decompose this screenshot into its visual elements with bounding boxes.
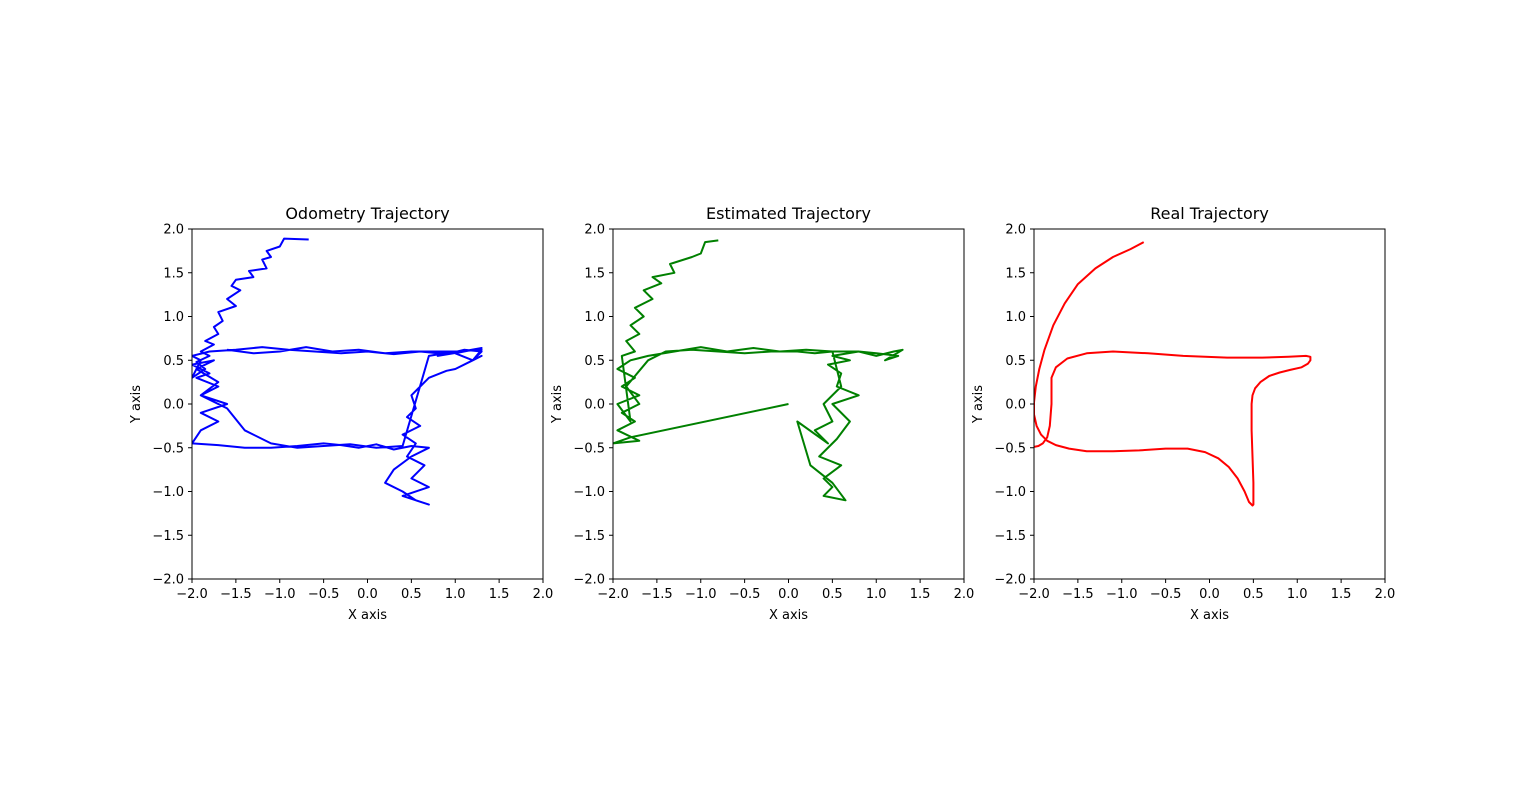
y-tick-label: 1.5 xyxy=(584,266,605,281)
real-trajectory-panel: −2.0 −1.5 −1.0 −0.5 0.0 0.5 1.0 1.5 2.0−2.0−1.5−… xyxy=(971,204,1395,623)
x-tick-label: 0.5 xyxy=(401,587,422,602)
trajectory-line-0 xyxy=(1034,241,1312,507)
x-tick-label: 1.5 xyxy=(1331,587,1352,602)
y-tick-label: −2.0 xyxy=(152,573,184,588)
trajectory-line-0 xyxy=(613,239,904,502)
y-tick-label: 1.5 xyxy=(1005,266,1026,281)
y-tick-label: −0.5 xyxy=(994,441,1026,456)
x-axis-label: X axis xyxy=(1190,608,1229,623)
x-tick-label: 0.0 xyxy=(778,587,799,602)
y-axis-label: Y axis xyxy=(129,385,144,424)
y-tick-label: 1.5 xyxy=(163,266,184,281)
x-tick-label: 1.5 xyxy=(489,587,510,602)
y-tick-label: −1.5 xyxy=(994,529,1026,544)
x-tick-label: 1.0 xyxy=(866,587,887,602)
y-tick-label: 0.0 xyxy=(584,398,605,413)
y-tick-label: −2.0 xyxy=(994,573,1026,588)
x-tick-label: 0.0 xyxy=(1199,587,1220,602)
y-tick-label: −1.0 xyxy=(994,485,1026,500)
y-axis-label: Y axis xyxy=(550,385,565,424)
x-tick-label: −1.0 xyxy=(264,587,296,602)
odometry-trajectory-panel: −2.0 −1.5 −1.0 −0.5 0.0 0.5 1.0 1.5 2.0−2.0−1.5−… xyxy=(129,204,553,623)
y-tick-label: 0.5 xyxy=(1005,354,1026,369)
x-tick-label: 1.0 xyxy=(1287,587,1308,602)
axes-frame xyxy=(1033,228,1386,580)
y-tick-label: −2.0 xyxy=(573,573,605,588)
x-axis-label: X axis xyxy=(769,608,808,623)
y-tick-label: 2.0 xyxy=(584,223,605,238)
y-axis-label: Y axis xyxy=(971,385,986,424)
x-tick-label: 2.0 xyxy=(533,587,554,602)
y-tick-label: 0.0 xyxy=(163,398,184,413)
y-tick-label: −0.5 xyxy=(152,441,184,456)
x-tick-label: 0.0 xyxy=(357,587,378,602)
y-tick-label: 0.5 xyxy=(163,354,184,369)
chart-title: Real Trajectory xyxy=(1150,204,1269,223)
trajectory-line-0 xyxy=(192,237,483,506)
x-tick-label: −0.5 xyxy=(1150,587,1182,602)
x-tick-label: −0.5 xyxy=(729,587,761,602)
y-tick-label: −1.0 xyxy=(573,485,605,500)
y-tick-label: −1.5 xyxy=(573,529,605,544)
x-tick-label: 1.5 xyxy=(910,587,931,602)
y-tick-label: −1.5 xyxy=(152,529,184,544)
x-tick-label: 1.0 xyxy=(445,587,466,602)
x-tick-label: 0.5 xyxy=(822,587,843,602)
y-tick-label: 2.0 xyxy=(1005,223,1026,238)
y-tick-label: 1.0 xyxy=(163,310,184,325)
y-tick-label: 2.0 xyxy=(163,223,184,238)
axes-frame xyxy=(191,228,544,580)
x-tick-label: −1.0 xyxy=(685,587,717,602)
estimated-trajectory-panel: −2.0 −1.5 −1.0 −0.5 0.0 0.5 1.0 1.5 2.0−2.0−1.5−… xyxy=(550,204,974,623)
x-tick-label: −2.0 xyxy=(597,587,629,602)
y-tick-label: 0.5 xyxy=(584,354,605,369)
x-tick-label: −1.5 xyxy=(220,587,252,602)
x-tick-label: −1.0 xyxy=(1106,587,1138,602)
y-tick-label: 0.0 xyxy=(1005,398,1026,413)
x-tick-label: −2.0 xyxy=(1018,587,1050,602)
y-tick-label: −0.5 xyxy=(573,441,605,456)
x-tick-label: 0.5 xyxy=(1243,587,1264,602)
x-tick-label: 2.0 xyxy=(1375,587,1396,602)
x-tick-label: −1.5 xyxy=(641,587,673,602)
x-tick-label: −0.5 xyxy=(308,587,340,602)
chart-title: Odometry Trajectory xyxy=(285,204,449,223)
y-tick-label: 1.0 xyxy=(1005,310,1026,325)
x-axis-label: X axis xyxy=(348,608,387,623)
chart-title: Estimated Trajectory xyxy=(706,204,871,223)
x-tick-label: −2.0 xyxy=(176,587,208,602)
x-tick-label: 2.0 xyxy=(954,587,975,602)
y-tick-label: −1.0 xyxy=(152,485,184,500)
y-tick-label: 1.0 xyxy=(584,310,605,325)
x-tick-label: −1.5 xyxy=(1062,587,1094,602)
